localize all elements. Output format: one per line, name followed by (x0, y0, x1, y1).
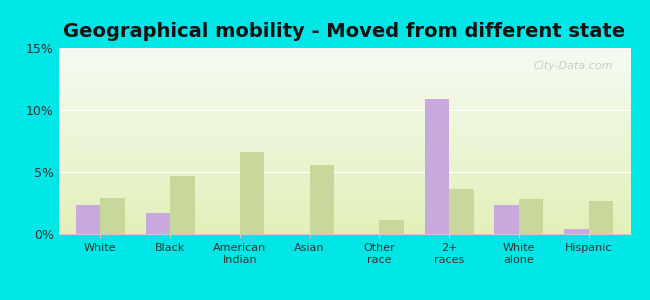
Bar (589, 200, 613, 234)
Bar (146, 213, 170, 234)
Bar (170, 176, 194, 234)
Bar (380, 220, 404, 234)
Bar (309, 165, 334, 234)
Bar (100, 198, 125, 234)
Bar (519, 199, 543, 234)
Bar (449, 189, 474, 234)
Bar (170, 176, 194, 234)
Bar (424, 99, 449, 234)
Text: City-Data.com: City-Data.com (534, 61, 614, 71)
Bar (449, 189, 474, 234)
Title: Geographical mobility - Moved from different state: Geographical mobility - Moved from diffe… (64, 22, 625, 41)
Bar (564, 229, 589, 234)
Bar (519, 199, 543, 234)
Bar (380, 220, 404, 234)
Bar (240, 152, 265, 234)
Bar (564, 229, 589, 234)
Bar (76, 206, 100, 234)
Bar (76, 206, 100, 234)
Bar (146, 213, 170, 234)
Bar (589, 200, 613, 234)
Bar (495, 206, 519, 234)
Bar (240, 152, 265, 234)
Bar (309, 165, 334, 234)
Bar (100, 198, 125, 234)
Bar (495, 206, 519, 234)
Bar (424, 99, 449, 234)
